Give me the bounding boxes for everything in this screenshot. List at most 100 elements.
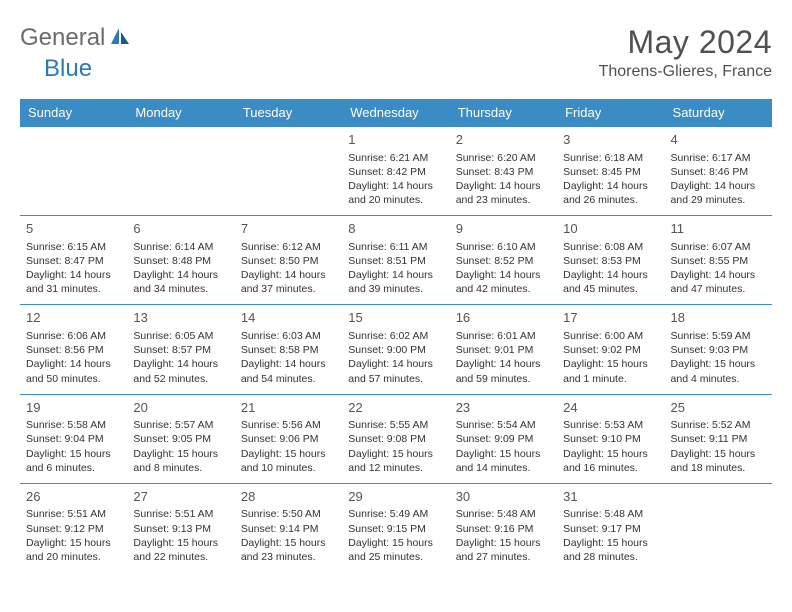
sunrise-line: Sunrise: 6:06 AM (26, 329, 121, 343)
day-number: 14 (241, 309, 336, 327)
sunrise-line: Sunrise: 5:54 AM (456, 418, 551, 432)
daylight-line: Daylight: 14 hours and 50 minutes. (26, 357, 121, 385)
sunrise-line: Sunrise: 5:48 AM (563, 507, 658, 521)
calendar-day-cell: 13Sunrise: 6:05 AMSunset: 8:57 PMDayligh… (127, 305, 234, 394)
calendar-day-cell: 20Sunrise: 5:57 AMSunset: 9:05 PMDayligh… (127, 394, 234, 483)
sunrise-line: Sunrise: 6:11 AM (348, 240, 443, 254)
sunrise-line: Sunrise: 6:15 AM (26, 240, 121, 254)
daylight-line: Daylight: 15 hours and 25 minutes. (348, 536, 443, 564)
sunset-line: Sunset: 8:47 PM (26, 254, 121, 268)
sunrise-line: Sunrise: 6:10 AM (456, 240, 551, 254)
sunrise-line: Sunrise: 5:51 AM (133, 507, 228, 521)
sunrise-line: Sunrise: 5:51 AM (26, 507, 121, 521)
daylight-line: Daylight: 14 hours and 29 minutes. (671, 179, 766, 207)
calendar-body: 1Sunrise: 6:21 AMSunset: 8:42 PMDaylight… (20, 127, 772, 573)
calendar-day-cell: 11Sunrise: 6:07 AMSunset: 8:55 PMDayligh… (665, 216, 772, 305)
calendar-day-cell: 6Sunrise: 6:14 AMSunset: 8:48 PMDaylight… (127, 216, 234, 305)
day-number: 2 (456, 131, 551, 149)
calendar-day-cell: 9Sunrise: 6:10 AMSunset: 8:52 PMDaylight… (450, 216, 557, 305)
sunrise-line: Sunrise: 6:00 AM (563, 329, 658, 343)
calendar-head: SundayMondayTuesdayWednesdayThursdayFrid… (20, 99, 772, 127)
sunrise-line: Sunrise: 5:49 AM (348, 507, 443, 521)
calendar-empty-cell (665, 483, 772, 572)
sunset-line: Sunset: 8:46 PM (671, 165, 766, 179)
calendar-day-cell: 25Sunrise: 5:52 AMSunset: 9:11 PMDayligh… (665, 394, 772, 483)
daylight-line: Daylight: 14 hours and 47 minutes. (671, 268, 766, 296)
daylight-line: Daylight: 15 hours and 20 minutes. (26, 536, 121, 564)
sunset-line: Sunset: 9:03 PM (671, 343, 766, 357)
daylight-line: Daylight: 14 hours and 26 minutes. (563, 179, 658, 207)
daylight-line: Daylight: 15 hours and 6 minutes. (26, 447, 121, 475)
calendar-day-cell: 5 Sunrise: 6:15 AMSunset: 8:47 PMDaylight… (20, 216, 127, 305)
calendar-day-cell: 30Sunrise: 5:48 AMSunset: 9:16 PMDayligh… (450, 483, 557, 572)
daylight-line: Daylight: 15 hours and 27 minutes. (456, 536, 551, 564)
sunset-line: Sunset: 8:52 PM (456, 254, 551, 268)
sunset-line: Sunset: 9:15 PM (348, 522, 443, 536)
sunrise-line: Sunrise: 5:48 AM (456, 507, 551, 521)
day-number: 19 (26, 399, 121, 417)
daylight-line: Daylight: 14 hours and 39 minutes. (348, 268, 443, 296)
calendar-week-row: 5Sunrise: 6:15 AMSunset: 8:47 PMDaylight… (20, 216, 772, 305)
day-header: Saturday (665, 99, 772, 127)
month-title: May 2024 (599, 24, 772, 61)
day-number: 27 (133, 488, 228, 506)
day-number: 8 (348, 220, 443, 238)
daylight-line: Daylight: 14 hours and 37 minutes. (241, 268, 336, 296)
sunset-line: Sunset: 8:51 PM (348, 254, 443, 268)
daylight-line: Daylight: 14 hours and 57 minutes. (348, 357, 443, 385)
day-number: 21 (241, 399, 336, 417)
day-number: 10 (563, 220, 658, 238)
calendar-week-row: 26Sunrise: 5:51 AMSunset: 9:12 PMDayligh… (20, 483, 772, 572)
sunset-line: Sunset: 8:42 PM (348, 165, 443, 179)
calendar-day-cell: 19Sunrise: 5:58 AMSunset: 9:04 PMDayligh… (20, 394, 127, 483)
sunset-line: Sunset: 9:13 PM (133, 522, 228, 536)
calendar-day-cell: 1Sunrise: 6:21 AMSunset: 8:42 PMDaylight… (342, 127, 449, 216)
sunrise-line: Sunrise: 6:05 AM (133, 329, 228, 343)
sunrise-line: Sunrise: 6:02 AM (348, 329, 443, 343)
sunset-line: Sunset: 9:01 PM (456, 343, 551, 357)
calendar-day-cell: 31Sunrise: 5:48 AMSunset: 9:17 PMDayligh… (557, 483, 664, 572)
sunrise-line: Sunrise: 6:18 AM (563, 151, 658, 165)
day-number: 13 (133, 309, 228, 327)
location-text: Thorens-Glieres, France (599, 63, 772, 81)
sunset-line: Sunset: 9:00 PM (348, 343, 443, 357)
sunset-line: Sunset: 9:05 PM (133, 432, 228, 446)
day-number: 18 (671, 309, 766, 327)
daylight-line: Daylight: 14 hours and 31 minutes. (26, 268, 121, 296)
sunrise-line: Sunrise: 5:50 AM (241, 507, 336, 521)
sunset-line: Sunset: 9:09 PM (456, 432, 551, 446)
sunset-line: Sunset: 9:02 PM (563, 343, 658, 357)
daylight-line: Daylight: 15 hours and 22 minutes. (133, 536, 228, 564)
daylight-line: Daylight: 14 hours and 23 minutes. (456, 179, 551, 207)
calendar-week-row: 19Sunrise: 5:58 AMSunset: 9:04 PMDayligh… (20, 394, 772, 483)
sunrise-line: Sunrise: 5:53 AM (563, 418, 658, 432)
day-number: 15 (348, 309, 443, 327)
day-number: 7 (241, 220, 336, 238)
day-number: 17 (563, 309, 658, 327)
calendar-day-cell: 28Sunrise: 5:50 AMSunset: 9:14 PMDayligh… (235, 483, 342, 572)
daylight-line: Daylight: 15 hours and 1 minute. (563, 357, 658, 385)
sunrise-line: Sunrise: 6:17 AM (671, 151, 766, 165)
day-number: 1 (348, 131, 443, 149)
sunrise-line: Sunrise: 6:14 AM (133, 240, 228, 254)
sunrise-line: Sunrise: 5:59 AM (671, 329, 766, 343)
sunrise-line: Sunrise: 6:07 AM (671, 240, 766, 254)
day-number: 23 (456, 399, 551, 417)
day-number: 29 (348, 488, 443, 506)
daylight-line: Daylight: 15 hours and 23 minutes. (241, 536, 336, 564)
calendar-empty-cell (127, 127, 234, 216)
sunset-line: Sunset: 8:43 PM (456, 165, 551, 179)
sunrise-line: Sunrise: 5:56 AM (241, 418, 336, 432)
calendar-day-cell: 16Sunrise: 6:01 AMSunset: 9:01 PMDayligh… (450, 305, 557, 394)
calendar-day-cell: 15 Sunrise: 6:02 AMSunset: 9:00 PMDayligh… (342, 305, 449, 394)
brand-part1: General (20, 24, 105, 52)
day-number: 25 (671, 399, 766, 417)
sail-icon (109, 26, 131, 51)
calendar-week-row: 1Sunrise: 6:21 AMSunset: 8:42 PMDaylight… (20, 127, 772, 216)
day-number: 5 (26, 220, 121, 238)
sunrise-line: Sunrise: 6:01 AM (456, 329, 551, 343)
sunrise-line: Sunrise: 6:08 AM (563, 240, 658, 254)
calendar-day-cell: 10Sunrise: 6:08 AMSunset: 8:53 PMDayligh… (557, 216, 664, 305)
day-header: Thursday (450, 99, 557, 127)
calendar-day-cell: 7Sunrise: 6:12 AMSunset: 8:50 PMDaylight… (235, 216, 342, 305)
